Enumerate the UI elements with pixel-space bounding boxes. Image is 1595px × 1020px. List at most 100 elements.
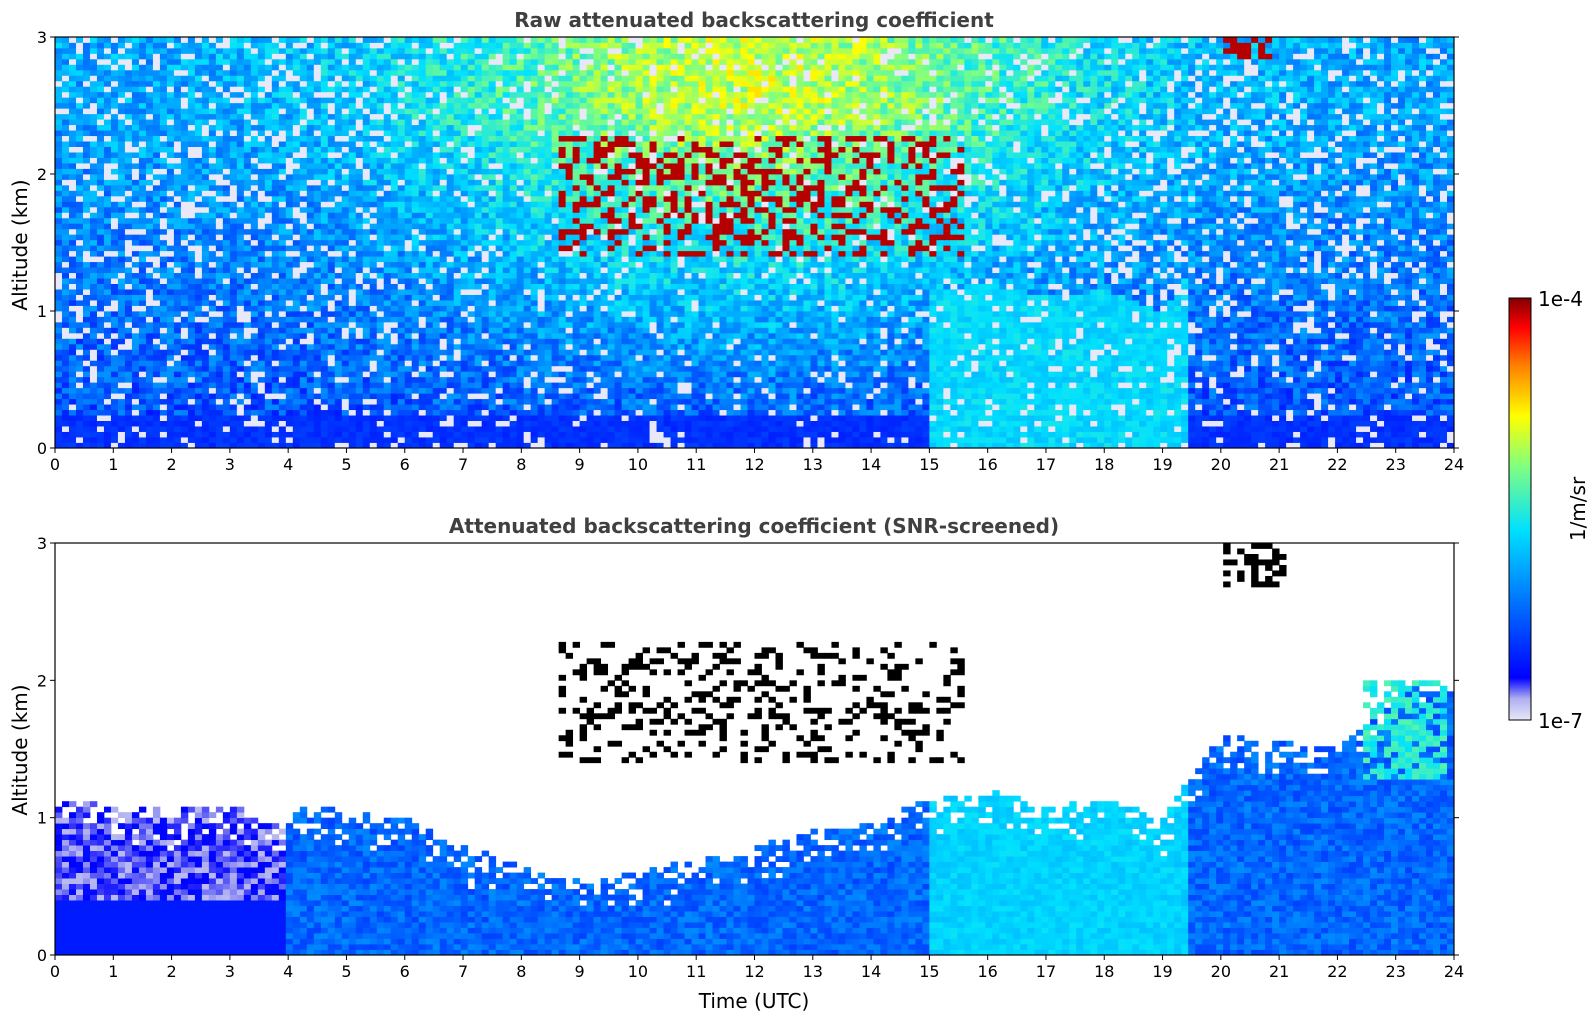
heatmap-cell: [180, 86, 189, 93]
heatmap-cell: [229, 201, 238, 208]
heatmap-cell: [418, 179, 427, 186]
heatmap-cell: [299, 184, 308, 191]
heatmap-cell: [418, 64, 427, 71]
heatmap-cell: [187, 300, 196, 306]
heatmap-cell: [75, 174, 84, 180]
heatmap-cell: [509, 376, 518, 383]
heatmap-cell: [187, 91, 196, 98]
heatmap-cell: [369, 190, 378, 197]
heatmap-cell: [418, 431, 427, 438]
heatmap-cell: [208, 332, 217, 339]
heatmap-cell: [453, 53, 462, 60]
heatmap-cell: [383, 75, 392, 82]
heatmap-cell: [474, 420, 483, 427]
heatmap-cell: [236, 294, 245, 301]
heatmap-cell: [89, 245, 98, 252]
heatmap-cell: [432, 228, 441, 235]
heatmap-cell: [82, 163, 91, 169]
heatmap-cell: [467, 426, 476, 432]
heatmap-cell: [96, 321, 105, 328]
heatmap-cell: [89, 108, 98, 115]
heatmap-cell: [61, 289, 70, 295]
heatmap-cell: [222, 212, 231, 219]
heatmap-cell: [355, 283, 364, 290]
heatmap-cell: [474, 228, 483, 235]
heatmap-cell: [362, 360, 371, 367]
heatmap-cell: [222, 283, 231, 290]
heatmap-cell: [502, 245, 511, 252]
heatmap-cell: [194, 332, 203, 339]
heatmap-cell: [250, 53, 259, 60]
heatmap-cell: [271, 157, 280, 164]
heatmap-cell: [96, 245, 105, 252]
heatmap-cell: [180, 152, 189, 158]
heatmap-cell: [306, 42, 315, 49]
heatmap-cell: [61, 354, 70, 361]
heatmap-cell: [187, 349, 196, 356]
heatmap-cell: [250, 382, 259, 389]
heatmap-cell: [313, 338, 322, 345]
heatmap-cell: [187, 360, 196, 367]
heatmap-cell: [194, 305, 203, 312]
heatmap-cell: [299, 64, 308, 71]
heatmap-cell: [516, 321, 525, 328]
heatmap-cell: [488, 354, 497, 361]
heatmap-cell: [495, 382, 504, 389]
heatmap-cell: [299, 37, 308, 43]
heatmap-cell: [397, 206, 406, 213]
heatmap-cell: [355, 42, 364, 49]
heatmap-cell: [313, 278, 322, 284]
heatmap-cell: [502, 234, 511, 241]
heatmap-cell: [474, 239, 483, 246]
heatmap-cell: [110, 113, 119, 120]
heatmap-cell: [278, 201, 287, 208]
heatmap-cell: [103, 174, 112, 180]
heatmap-cell: [215, 80, 224, 87]
heatmap-cell: [222, 239, 231, 246]
heatmap-cell: [320, 332, 329, 339]
heatmap-cell: [250, 245, 259, 252]
heatmap-cell: [383, 234, 392, 241]
heatmap-cell: [61, 119, 70, 126]
heatmap-cell: [306, 376, 315, 383]
heatmap-cell: [110, 75, 119, 82]
heatmap-cell: [75, 289, 84, 295]
heatmap-cell: [355, 354, 364, 361]
heatmap-cell: [201, 289, 210, 295]
heatmap-cell: [82, 91, 91, 98]
heatmap-cell: [446, 102, 455, 109]
heatmap-cell: [229, 371, 238, 378]
heatmap-cell: [390, 141, 399, 147]
heatmap-cell: [222, 97, 231, 104]
heatmap-cell: [432, 201, 441, 208]
heatmap-cell: [355, 437, 364, 443]
heatmap-cell: [299, 223, 308, 230]
heatmap-cell: [61, 108, 70, 115]
heatmap-cell: [376, 349, 385, 356]
heatmap-cell: [495, 130, 504, 137]
heatmap-cell: [117, 64, 126, 71]
heatmap-cell: [509, 174, 518, 180]
heatmap-cell: [404, 47, 413, 54]
heatmap-cell: [89, 289, 98, 295]
heatmap-cell: [124, 283, 133, 290]
heatmap-cell: [96, 354, 105, 361]
heatmap-cell: [411, 442, 420, 448]
heatmap-cell: [460, 80, 469, 87]
heatmap-cell: [187, 234, 196, 241]
heatmap-cell: [306, 201, 315, 208]
heatmap-cell: [159, 332, 168, 339]
heatmap-cell: [89, 267, 98, 274]
heatmap-cell: [509, 305, 518, 312]
heatmap-cell: [292, 360, 301, 367]
heatmap-cell: [264, 37, 273, 43]
heatmap-cell: [131, 382, 140, 389]
heatmap-cell: [89, 42, 98, 49]
heatmap-cell: [320, 195, 329, 202]
heatmap-cell: [306, 37, 315, 43]
heatmap-cell: [418, 201, 427, 208]
heatmap-cell: [376, 184, 385, 191]
heatmap-cell: [299, 179, 308, 186]
heatmap-cell: [96, 300, 105, 306]
heatmap-cell: [285, 267, 294, 274]
